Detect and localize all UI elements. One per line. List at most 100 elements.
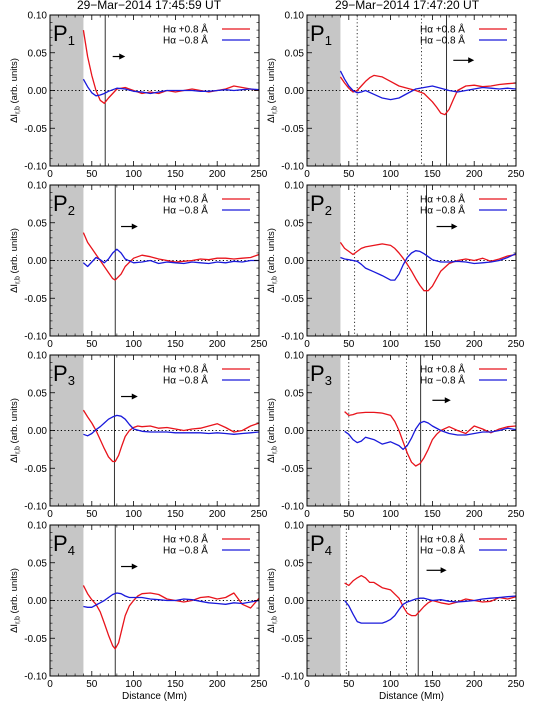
y-axis-label-subscript: r,b: [15, 276, 22, 284]
x-tick-label: 250: [508, 339, 525, 350]
x-tick-label: 0: [304, 169, 310, 180]
legend-label-blue: Hα −0.8 Å: [163, 34, 208, 47]
legend-label-blue: Hα −0.8 Å: [420, 204, 465, 217]
mask-band: [307, 185, 341, 336]
panel-label-subscript: 1: [68, 33, 75, 48]
x-tick-label: 200: [466, 169, 483, 180]
y-tick-label: 0.05: [285, 48, 305, 59]
y-tick-label: 0.00: [285, 256, 305, 267]
panel-p1-col1: 0 50 100 150 200 250 -0.10 -0.05 0.00 0.05 0.10 ΔIr…: [9, 11, 268, 181]
y-tick-label: -0.10: [24, 162, 47, 173]
x-tick-label: 0: [47, 679, 53, 690]
x-tick-label: 0: [47, 339, 53, 350]
x-tick-label: 150: [167, 169, 184, 180]
series-line-blue: [83, 414, 259, 437]
y-tick-label: 0.00: [285, 86, 305, 97]
y-tick-label: -0.05: [281, 464, 304, 475]
y-tick-label: -0.10: [281, 672, 304, 683]
y-tick-label: 0.05: [28, 558, 48, 569]
y-tick-label: 0.10: [285, 181, 305, 192]
x-tick-label: 100: [382, 169, 399, 180]
legend-label-blue: Hα −0.8 Å: [420, 544, 465, 557]
mask-band: [50, 355, 84, 506]
mask-band: [307, 525, 341, 676]
y-axis-label-units: (arb. units): [9, 398, 20, 446]
x-tick-label: 150: [424, 169, 441, 180]
x-tick-label: 250: [251, 509, 268, 520]
panels: 0 50 100 150 200 250-0.10-0.050.000.050.10ΔIr…: [9, 11, 525, 703]
x-tick-label: 200: [466, 679, 483, 690]
column-title-left: 29−Mar−2014 17:45:59 UT: [77, 0, 222, 12]
y-tick-label: 0.10: [285, 521, 305, 532]
y-tick-label: 0.05: [285, 218, 305, 229]
x-tick-label: 200: [209, 339, 226, 350]
x-tick-label: 250: [508, 169, 525, 180]
legend-label-red: Hα +0.8 Å: [420, 193, 465, 206]
legend-label-blue: Hα −0.8 Å: [163, 544, 208, 557]
panel-p4-col2: 0 50 100 150 200 250 -0.10 -0.05 0.00 0.05 0.10 ΔIr…: [266, 521, 525, 703]
x-tick-label: 100: [125, 509, 142, 520]
x-axis-label: Distance (Mm): [379, 691, 444, 702]
legend-label-blue: Hα −0.8 Å: [163, 204, 208, 217]
x-tick-label: 100: [125, 169, 142, 180]
series-line-red: [82, 585, 259, 650]
x-tick-label: 50: [86, 509, 98, 520]
y-tick-label: -0.05: [24, 464, 47, 475]
propagation-arrow-head: [119, 53, 126, 60]
x-tick-label: 0: [304, 679, 310, 690]
propagation-arrow-head: [440, 567, 447, 574]
panel-label-subscript: 1: [325, 33, 332, 48]
panel-p1-col2: 0 50 100 150 200 250 -0.10 -0.05 0.00 0.05 0.10 ΔIr…: [266, 11, 525, 181]
y-tick-label: -0.05: [281, 294, 304, 305]
x-tick-label: 150: [167, 679, 184, 690]
y-axis-label-subscript: r,b: [15, 616, 22, 624]
x-tick-label: 50: [343, 679, 355, 690]
y-tick-label: -0.10: [281, 502, 304, 513]
panel-label-subscript: 4: [68, 543, 75, 558]
x-tick-label: 150: [167, 339, 184, 350]
series-line-blue: [82, 78, 259, 97]
y-axis-label: ΔIr,b (arb. units): [9, 228, 22, 293]
panel-label-subscript: 4: [325, 543, 332, 558]
mask-band: [307, 15, 341, 166]
legend-label-red: Hα +0.8 Å: [420, 363, 465, 376]
x-tick-label: 100: [382, 339, 399, 350]
y-axis-label-subscript: r,b: [272, 616, 279, 624]
series-line-blue: [82, 248, 259, 268]
panel-label-subscript: 3: [68, 373, 75, 388]
x-axis-label: Distance (Mm): [122, 691, 187, 702]
x-tick-label: 0: [304, 509, 310, 520]
y-tick-label: 0.00: [28, 256, 48, 267]
x-tick-label: 0: [304, 339, 310, 350]
series-line-red: [82, 232, 259, 281]
legend-label-red: Hα +0.8 Å: [163, 363, 208, 376]
legend-label-blue: Hα −0.8 Å: [420, 34, 465, 47]
column-title-right: 29−Mar−2014 17:47:20 UT: [335, 0, 480, 12]
y-axis-label-units: (arb. units): [266, 228, 277, 276]
legend-label-blue: Hα −0.8 Å: [420, 374, 465, 387]
y-axis-label: ΔIr,b (arb. units): [9, 568, 22, 633]
x-tick-label: 100: [125, 339, 142, 350]
x-tick-label: 150: [424, 339, 441, 350]
y-axis-label-units: (arb. units): [9, 58, 20, 106]
y-tick-label: 0.10: [28, 181, 48, 192]
y-tick-label: 0.00: [28, 426, 48, 437]
mask-band: [307, 355, 341, 506]
legend-label-red: Hα +0.8 Å: [420, 533, 465, 546]
y-axis-label: ΔIr,b (arb. units): [9, 398, 22, 463]
x-tick-label: 250: [251, 679, 268, 690]
y-tick-label: 0.00: [285, 426, 305, 437]
y-axis-label-units: (arb. units): [9, 568, 20, 616]
y-axis-label-subscript: r,b: [272, 106, 279, 114]
y-tick-label: 0.00: [28, 596, 48, 607]
propagation-arrow-head: [131, 563, 138, 570]
y-axis-label-units: (arb. units): [266, 568, 277, 616]
panel-label-subscript: 3: [325, 373, 332, 388]
x-tick-label: 100: [125, 679, 142, 690]
x-tick-label: 150: [424, 679, 441, 690]
series-line-blue: [83, 592, 259, 608]
y-tick-label: -0.05: [24, 124, 47, 135]
x-tick-label: 50: [86, 169, 98, 180]
series-line-red: [344, 411, 516, 467]
